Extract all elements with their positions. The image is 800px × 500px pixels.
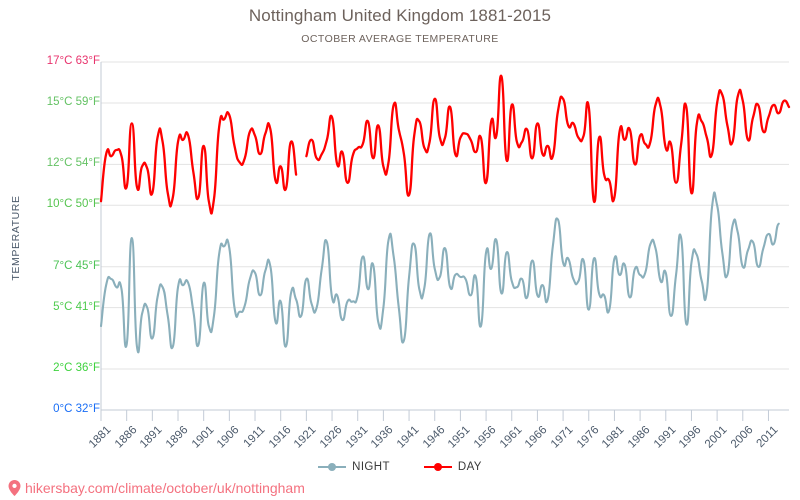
x-tick-marks (100, 62, 789, 421)
legend-item-day[interactable]: DAY (423, 461, 482, 473)
legend-label-night: NIGHT (352, 461, 390, 473)
y-axis-tick-label: 12°C 54°F (46, 157, 100, 170)
y-axis-tick-label: 10°C 50°F (46, 198, 100, 211)
series-line-day (99, 74, 791, 215)
y-axis-tick-label: 0°C 32°F (53, 403, 100, 415)
y-axis-tick-label: 7°C 45°F (53, 259, 100, 272)
y-axis-labels: 17°C 63°F 15°C 59°F 12°C 54°F 10°C 50°F 7°C … (0, 0, 100, 500)
chart-subtitle: OCTOBER AVERAGE TEMPERATURE (301, 33, 499, 45)
footer-link[interactable]: hikersbay.com/climate/october/uk/notting… (8, 480, 305, 496)
legend-marker-day-icon (423, 462, 452, 472)
y-axis-tick-label: 2°C 36°F (53, 362, 100, 375)
legend-marker-night-icon (318, 462, 347, 472)
y-axis-tick-label: 17°C 63°F (46, 55, 100, 67)
location-pin-icon (8, 480, 21, 496)
series-line-night (99, 191, 780, 354)
y-axis-tick-label: 5°C 41°F (53, 300, 100, 313)
legend-label-day: DAY (457, 461, 482, 473)
chart-legend: NIGHT DAY (0, 461, 800, 473)
y-axis-tick-label: 15°C 59°F (46, 95, 100, 108)
legend-item-night[interactable]: NIGHT (318, 461, 390, 473)
page-title: Nottingham United Kingdom 1881-2015 (248, 6, 552, 25)
footer-url: hikersbay.com/climate/october/uk/notting… (25, 480, 305, 496)
